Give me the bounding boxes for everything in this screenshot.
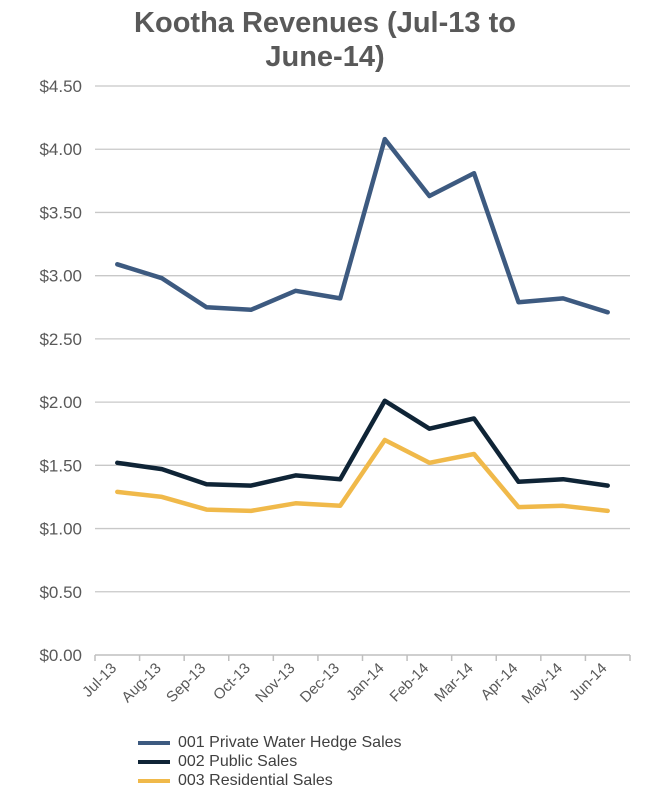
chart-title: Kootha Revenues (Jul-13 to June-14) [0, 6, 650, 74]
chart-title-line-1: Kootha Revenues (Jul-13 to [134, 7, 516, 39]
chart-title-line-2: June-14) [265, 41, 385, 73]
x-tick-label: May-14 [519, 660, 566, 707]
legend-swatch [138, 778, 170, 783]
legend-label: 002 Public Sales [178, 752, 298, 770]
legend-item-public-sales: 002 Public Sales [138, 752, 402, 771]
legend: 001 Private Water Hedge Sales 002 Public… [138, 733, 402, 790]
legend-label: 003 Residential Sales [178, 771, 333, 789]
legend-item-private-water-hedge-sales: 001 Private Water Hedge Sales [138, 733, 402, 752]
x-tick-label: Jan-14 [343, 660, 387, 704]
x-tick-label: Jul-13 [79, 660, 120, 701]
series-line-3 [115, 437, 610, 514]
series-lines [115, 136, 610, 514]
series-line-1 [115, 136, 610, 315]
y-tick-label: $4.50 [39, 77, 82, 96]
x-tick-label: Oct-13 [210, 660, 254, 704]
tick-labels: $0.00 $0.50 $1.00 $1.50 $2.00 $2.50 $3.00 $3.50… [39, 77, 610, 707]
x-tick-label: Aug-13 [118, 660, 164, 706]
y-tick-label: $2.50 [39, 330, 82, 349]
x-tick-label: Mar-14 [431, 660, 477, 706]
series-line-2 [115, 398, 610, 488]
legend-label: 001 Private Water Hedge Sales [178, 733, 402, 751]
x-tick-label: Apr-14 [478, 660, 522, 704]
legend-swatch [138, 740, 170, 745]
y-tick-label: $4.00 [39, 140, 82, 159]
legend-swatch [138, 759, 170, 764]
y-tick-label: $2.00 [39, 393, 82, 412]
line-chart: $0.00 $0.50 $1.00 $1.50 $2.00 $2.50 $3.00 $3.50… [39, 77, 631, 707]
y-tick-label: $0.00 [39, 646, 82, 665]
legend-item-residential-sales: 003 Residential Sales [138, 771, 402, 790]
x-tick-label: Jun-14 [566, 660, 610, 704]
y-tick-label: $1.00 [39, 520, 82, 539]
axes [94, 654, 631, 661]
x-tick-label: Feb-14 [387, 660, 433, 706]
y-tick-label: $1.50 [39, 456, 82, 475]
y-tick-label: $3.50 [39, 203, 82, 222]
y-tick-label: $0.50 [39, 583, 82, 602]
gridlines [95, 85, 630, 593]
x-tick-label: Nov-13 [252, 660, 298, 706]
y-tick-label: $3.00 [39, 267, 82, 286]
x-tick-label: Dec-13 [297, 660, 343, 706]
x-tick-label: Sep-13 [163, 660, 209, 706]
